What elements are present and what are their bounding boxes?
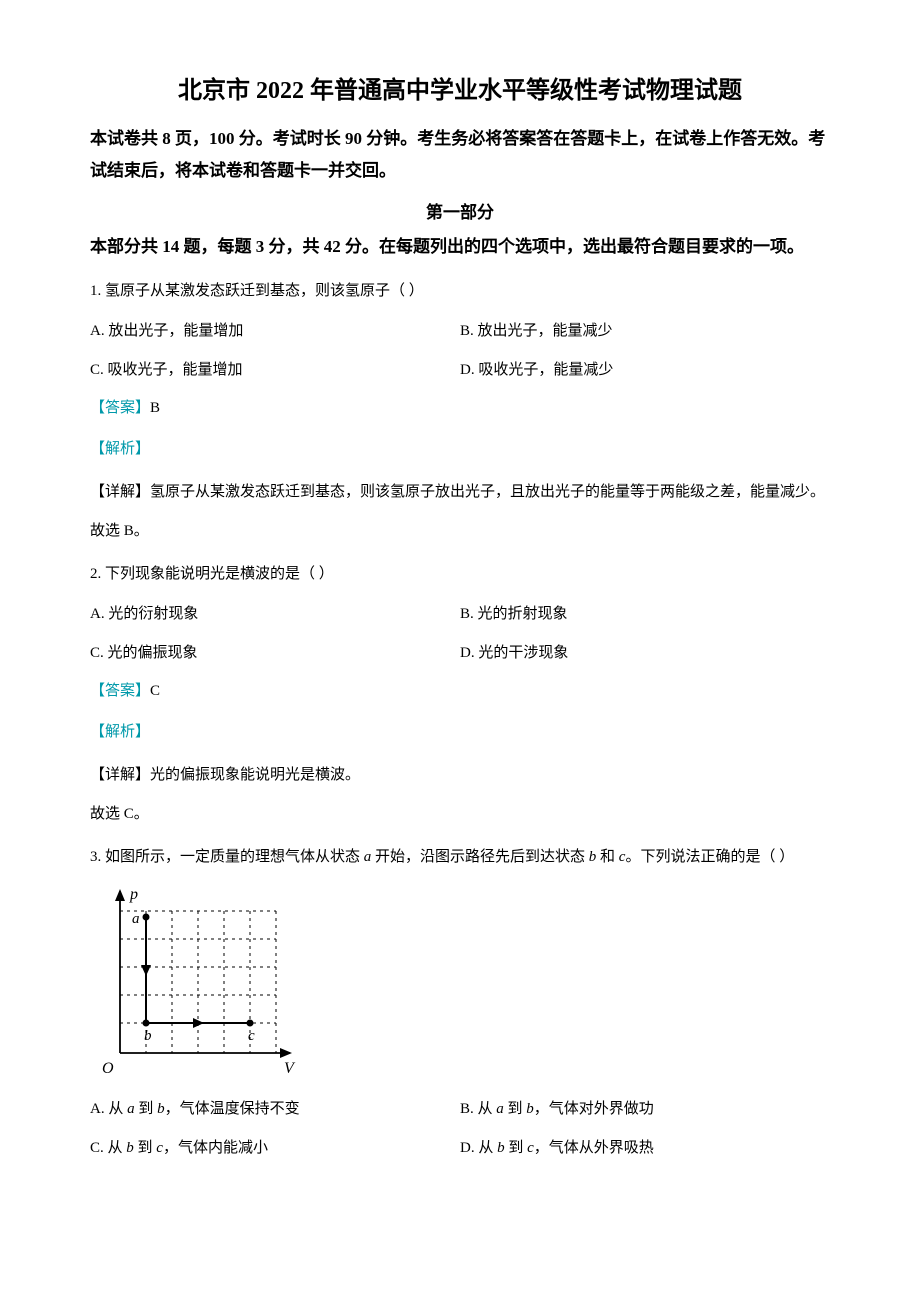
svg-text:O: O xyxy=(102,1060,114,1077)
q2-answer: 【答案】C xyxy=(90,677,830,706)
q1-answer-label: 【答案】 xyxy=(90,400,150,416)
q1-option-b: B. 放出光子，能量减少 xyxy=(460,317,830,346)
q1-analysis-label: 【解析】 xyxy=(90,435,830,464)
question-2: 2. 下列现象能说明光是横波的是（ ） A. 光的衍射现象 B. 光的折射现象 … xyxy=(90,560,830,829)
question-3: 3. 如图所示，一定质量的理想气体从状态 a 开始，沿图示路径先后到达状态 b … xyxy=(90,843,830,1163)
q2-answer-letter: C xyxy=(150,683,160,699)
q3c-mid: 到 xyxy=(134,1140,157,1156)
q3-stem-part2: 开始，沿图示路径先后到达状态 xyxy=(371,849,589,865)
q3-option-b: B. 从 a 到 b，气体对外界做功 xyxy=(460,1095,830,1124)
section-1-instructions: 本部分共 14 题，每题 3 分，共 42 分。在每题列出的四个选项中，选出最符… xyxy=(90,231,830,263)
q2-stem: 2. 下列现象能说明光是横波的是（ ） xyxy=(90,560,830,589)
svg-text:b: b xyxy=(144,1028,152,1044)
q3-option-d: D. 从 b 到 c，气体从外界吸热 xyxy=(460,1134,830,1163)
q2-option-a: A. 光的衍射现象 xyxy=(90,600,460,629)
q3d-c: c xyxy=(527,1140,534,1156)
q3c-pre: C. 从 xyxy=(90,1140,126,1156)
q1-option-c: C. 吸收光子，能量增加 xyxy=(90,356,460,385)
q3-option-c: C. 从 b 到 c，气体内能减小 xyxy=(90,1134,460,1163)
q3d-pre: D. 从 xyxy=(460,1140,497,1156)
q2-choice: 故选 C。 xyxy=(90,800,830,829)
q1-option-d: D. 吸收光子，能量减少 xyxy=(460,356,830,385)
q3-stem-part1: 3. 如图所示，一定质量的理想气体从状态 xyxy=(90,849,364,865)
q3c-b: b xyxy=(126,1140,134,1156)
q3-options-row-2: C. 从 b 到 c，气体内能减小 D. 从 b 到 c，气体从外界吸热 xyxy=(90,1134,830,1163)
q2-options-row-2: C. 光的偏振现象 D. 光的干涉现象 xyxy=(90,639,830,668)
q3c-c: c xyxy=(156,1140,163,1156)
q1-choice: 故选 B。 xyxy=(90,517,830,546)
q3-stem: 3. 如图所示，一定质量的理想气体从状态 a 开始，沿图示路径先后到达状态 b … xyxy=(90,843,830,872)
q3b-a: a xyxy=(496,1101,504,1117)
svg-text:V: V xyxy=(284,1060,296,1077)
pv-diagram: a b c p V O xyxy=(90,883,300,1083)
q2-analysis-label: 【解析】 xyxy=(90,718,830,747)
q3a-a: a xyxy=(127,1101,135,1117)
svg-text:c: c xyxy=(248,1028,255,1044)
q3-figure: a b c p V O xyxy=(90,883,830,1083)
q1-detail: 【详解】氢原子从某激发态跃迁到基态，则该氢原子放出光子，且放出光子的能量等于两能… xyxy=(90,477,830,507)
q3-stem-part4: 。下列说法正确的是（ ） xyxy=(625,849,794,865)
q3a-mid: 到 xyxy=(135,1101,158,1117)
q2-options-row-1: A. 光的衍射现象 B. 光的折射现象 xyxy=(90,600,830,629)
exam-instructions: 本试卷共 8 页，100 分。考试时长 90 分钟。考生务必将答案答在答题卡上，… xyxy=(90,123,830,188)
question-1: 1. 氢原子从某激发态跃迁到基态，则该氢原子（ ） A. 放出光子，能量增加 B… xyxy=(90,277,830,546)
exam-title: 北京市 2022 年普通高中学业水平等级性考试物理试题 xyxy=(90,70,830,105)
q1-options-row-2: C. 吸收光子，能量增加 D. 吸收光子，能量减少 xyxy=(90,356,830,385)
q2-option-c: C. 光的偏振现象 xyxy=(90,639,460,668)
q3b-pre: B. 从 xyxy=(460,1101,496,1117)
q2-detail: 【详解】光的偏振现象能说明光是横波。 xyxy=(90,760,830,790)
q2-option-b: B. 光的折射现象 xyxy=(460,600,830,629)
section-1-header: 第一部分 xyxy=(90,198,830,223)
q3a-pre: A. 从 xyxy=(90,1101,127,1117)
q3b-post: ，气体对外界做功 xyxy=(534,1101,654,1117)
q3-stem-part3: 和 xyxy=(596,849,619,865)
q3b-mid: 到 xyxy=(504,1101,527,1117)
q3d-post: ，气体从外界吸热 xyxy=(534,1140,654,1156)
q1-answer-letter: B xyxy=(150,400,160,416)
q3a-b: b xyxy=(157,1101,165,1117)
q1-option-a: A. 放出光子，能量增加 xyxy=(90,317,460,346)
svg-text:a: a xyxy=(132,911,140,927)
q3b-b: b xyxy=(526,1101,534,1117)
q1-options-row-1: A. 放出光子，能量增加 B. 放出光子，能量减少 xyxy=(90,317,830,346)
q3a-post: ，气体温度保持不变 xyxy=(165,1101,300,1117)
q2-option-d: D. 光的干涉现象 xyxy=(460,639,830,668)
q1-stem: 1. 氢原子从某激发态跃迁到基态，则该氢原子（ ） xyxy=(90,277,830,306)
q3-options-row-1: A. 从 a 到 b，气体温度保持不变 B. 从 a 到 b，气体对外界做功 xyxy=(90,1095,830,1124)
q3d-mid: 到 xyxy=(505,1140,528,1156)
svg-text:p: p xyxy=(129,886,138,903)
q3c-post: ，气体内能减小 xyxy=(163,1140,268,1156)
q2-answer-label: 【答案】 xyxy=(90,683,150,699)
q3d-b: b xyxy=(497,1140,505,1156)
q1-answer: 【答案】B xyxy=(90,394,830,423)
q3-option-a: A. 从 a 到 b，气体温度保持不变 xyxy=(90,1095,460,1124)
